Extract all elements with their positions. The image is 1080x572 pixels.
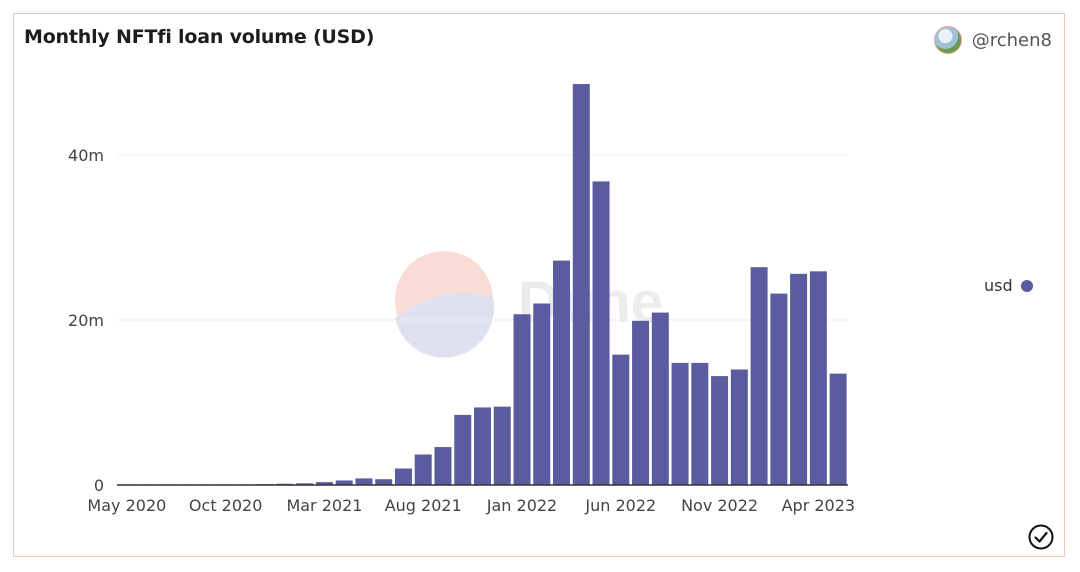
legend-marker-usd [1020, 279, 1033, 292]
bar-apr-2022[interactable] [572, 84, 590, 486]
bar-jul-2022[interactable] [632, 320, 650, 485]
bar-feb-2021[interactable] [296, 483, 314, 485]
chart-title: Monthly NFTfi loan volume (USD) [24, 26, 375, 48]
bar-jun-2021[interactable] [375, 479, 393, 485]
x-tick-label: May 2020 [87, 496, 166, 515]
bar-apr-2023[interactable] [809, 271, 827, 485]
bar-mar-2021[interactable] [315, 482, 333, 485]
x-tick-label: Jan 2022 [486, 496, 557, 515]
bar-dec-2021[interactable] [493, 406, 511, 486]
x-tick-label: Oct 2020 [189, 496, 262, 515]
bar-apr-2021[interactable] [335, 480, 353, 485]
bar-may-2021[interactable] [355, 478, 373, 485]
dune-logo [395, 251, 493, 349]
bar-jun-2022[interactable] [612, 354, 630, 485]
bar-nov-2021[interactable] [474, 407, 491, 485]
x-tick-label: Apr 2023 [782, 496, 855, 515]
author-name[interactable]: @rchen8 [971, 29, 1052, 51]
bar-aug-2021[interactable] [414, 454, 432, 485]
user-avatar[interactable] [933, 26, 962, 54]
bar-jan-2023[interactable] [750, 267, 768, 485]
bar-jul-2021[interactable] [394, 468, 412, 486]
y-tick-label: 20m [68, 311, 104, 330]
bar-sep-2021[interactable] [434, 447, 452, 485]
x-tick-label: Mar 2021 [286, 496, 362, 515]
y-tick-label: 0 [94, 476, 104, 495]
check-circle-icon[interactable] [1027, 523, 1055, 551]
bar-mar-2023[interactable] [790, 273, 808, 485]
x-tick-label: Nov 2022 [681, 496, 758, 515]
bar-nov-2022[interactable] [711, 376, 729, 485]
legend-label-usd[interactable]: usd [984, 276, 1013, 295]
dune-logo-lower [395, 292, 495, 358]
author-info[interactable]: @rchen8 [933, 26, 1052, 54]
bar-dec-2022[interactable] [730, 369, 748, 486]
y-tick-label: 40m [68, 146, 104, 165]
bar-feb-2023[interactable] [770, 293, 788, 485]
bar-oct-2021[interactable] [454, 414, 472, 486]
bar-jan-2022[interactable] [513, 314, 531, 485]
x-tick-label: Jun 2022 [584, 496, 656, 515]
bar-aug-2022[interactable] [651, 312, 669, 485]
bar-sep-2022[interactable] [671, 362, 689, 485]
bar-may-2022[interactable] [592, 181, 610, 485]
bar-may-2023[interactable] [829, 373, 847, 486]
bar-feb-2022[interactable] [533, 303, 551, 486]
bar-oct-2022[interactable] [691, 362, 709, 485]
bar-mar-2022[interactable] [553, 260, 571, 485]
x-tick-label: Aug 2021 [385, 496, 462, 515]
legend[interactable]: usd [984, 276, 1033, 295]
